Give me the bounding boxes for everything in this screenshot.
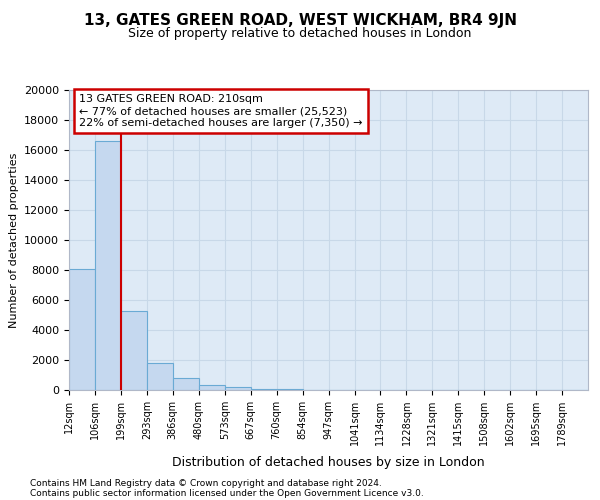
Text: Contains public sector information licensed under the Open Government Licence v3: Contains public sector information licen…	[30, 488, 424, 498]
Bar	[224, 387, 251, 390]
Text: Contains HM Land Registry data © Crown copyright and database right 2024.: Contains HM Land Registry data © Crown c…	[30, 478, 382, 488]
Text: 13, GATES GREEN ROAD, WEST WICKHAM, BR4 9JN: 13, GATES GREEN ROAD, WEST WICKHAM, BR4 …	[83, 12, 517, 28]
Bar	[121, 310, 147, 390]
Text: 13 GATES GREEN ROAD: 210sqm
← 77% of detached houses are smaller (25,523)
22% of: 13 GATES GREEN ROAD: 210sqm ← 77% of det…	[79, 94, 363, 128]
Text: Size of property relative to detached houses in London: Size of property relative to detached ho…	[128, 28, 472, 40]
Bar	[95, 141, 121, 390]
Bar	[147, 363, 173, 390]
Bar	[69, 268, 95, 390]
X-axis label: Distribution of detached houses by size in London: Distribution of detached houses by size …	[172, 456, 485, 469]
Bar	[251, 388, 277, 390]
Bar	[173, 378, 199, 390]
Bar	[277, 389, 302, 390]
Y-axis label: Number of detached properties: Number of detached properties	[8, 152, 19, 328]
Bar	[199, 385, 224, 390]
